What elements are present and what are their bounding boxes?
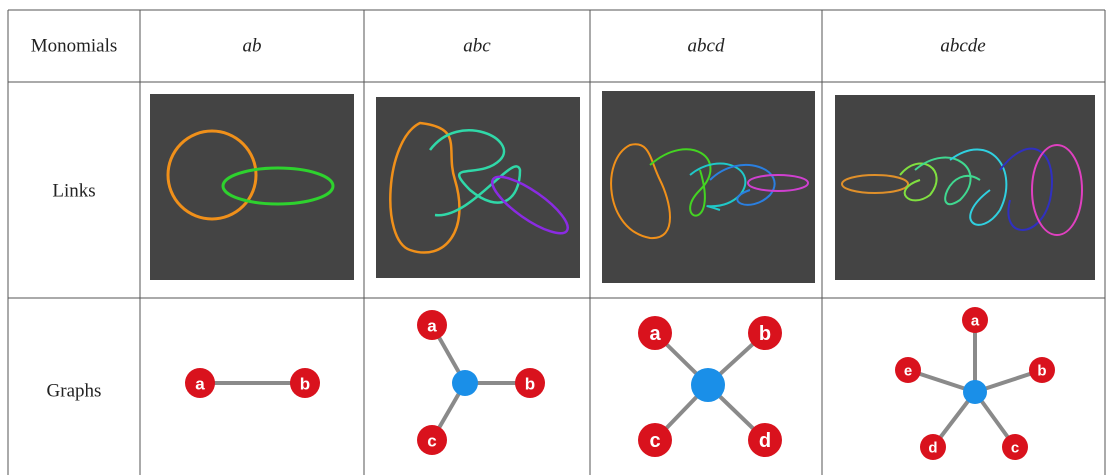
node-label: a [195, 375, 205, 394]
table-grid [7, 9, 1106, 475]
graph: a b c d [638, 316, 782, 457]
link-image [835, 95, 1095, 280]
graph: a b c d e [895, 307, 1055, 460]
row-label: Graphs [47, 380, 102, 401]
node [895, 357, 921, 383]
node [417, 310, 447, 340]
hub-node [963, 380, 987, 404]
node-label: b [1037, 363, 1046, 380]
node-label: c [1011, 440, 1019, 457]
hub-node [691, 368, 725, 402]
node-label: d [928, 440, 937, 457]
link-image [602, 91, 815, 283]
header-cell: abc [463, 35, 491, 56]
node-label: e [904, 363, 912, 380]
node [515, 368, 545, 398]
node-label: a [649, 323, 661, 345]
node [1002, 434, 1028, 460]
node-label: d [759, 430, 771, 452]
node [920, 434, 946, 460]
header-cell: abcde [940, 35, 985, 56]
link-image [150, 94, 354, 280]
node [417, 425, 447, 455]
node [185, 368, 215, 398]
row-label: Links [52, 180, 95, 201]
graph: a b c [417, 310, 545, 455]
node [1029, 357, 1055, 383]
node [638, 423, 672, 457]
header-cell: Monomials [31, 35, 118, 56]
node [748, 423, 782, 457]
node [962, 307, 988, 333]
hub-node [452, 370, 478, 396]
node-label: b [300, 375, 310, 394]
header-cell: ab [243, 35, 262, 56]
node-label: c [649, 430, 660, 452]
node-label: a [971, 313, 980, 330]
node-label: b [525, 375, 535, 394]
node-label: b [759, 323, 771, 345]
node-label: c [427, 432, 436, 451]
link-image [376, 97, 580, 278]
node [748, 316, 782, 350]
node-label: a [427, 317, 437, 336]
node [638, 316, 672, 350]
header-cell: abcd [688, 35, 725, 56]
node [290, 368, 320, 398]
